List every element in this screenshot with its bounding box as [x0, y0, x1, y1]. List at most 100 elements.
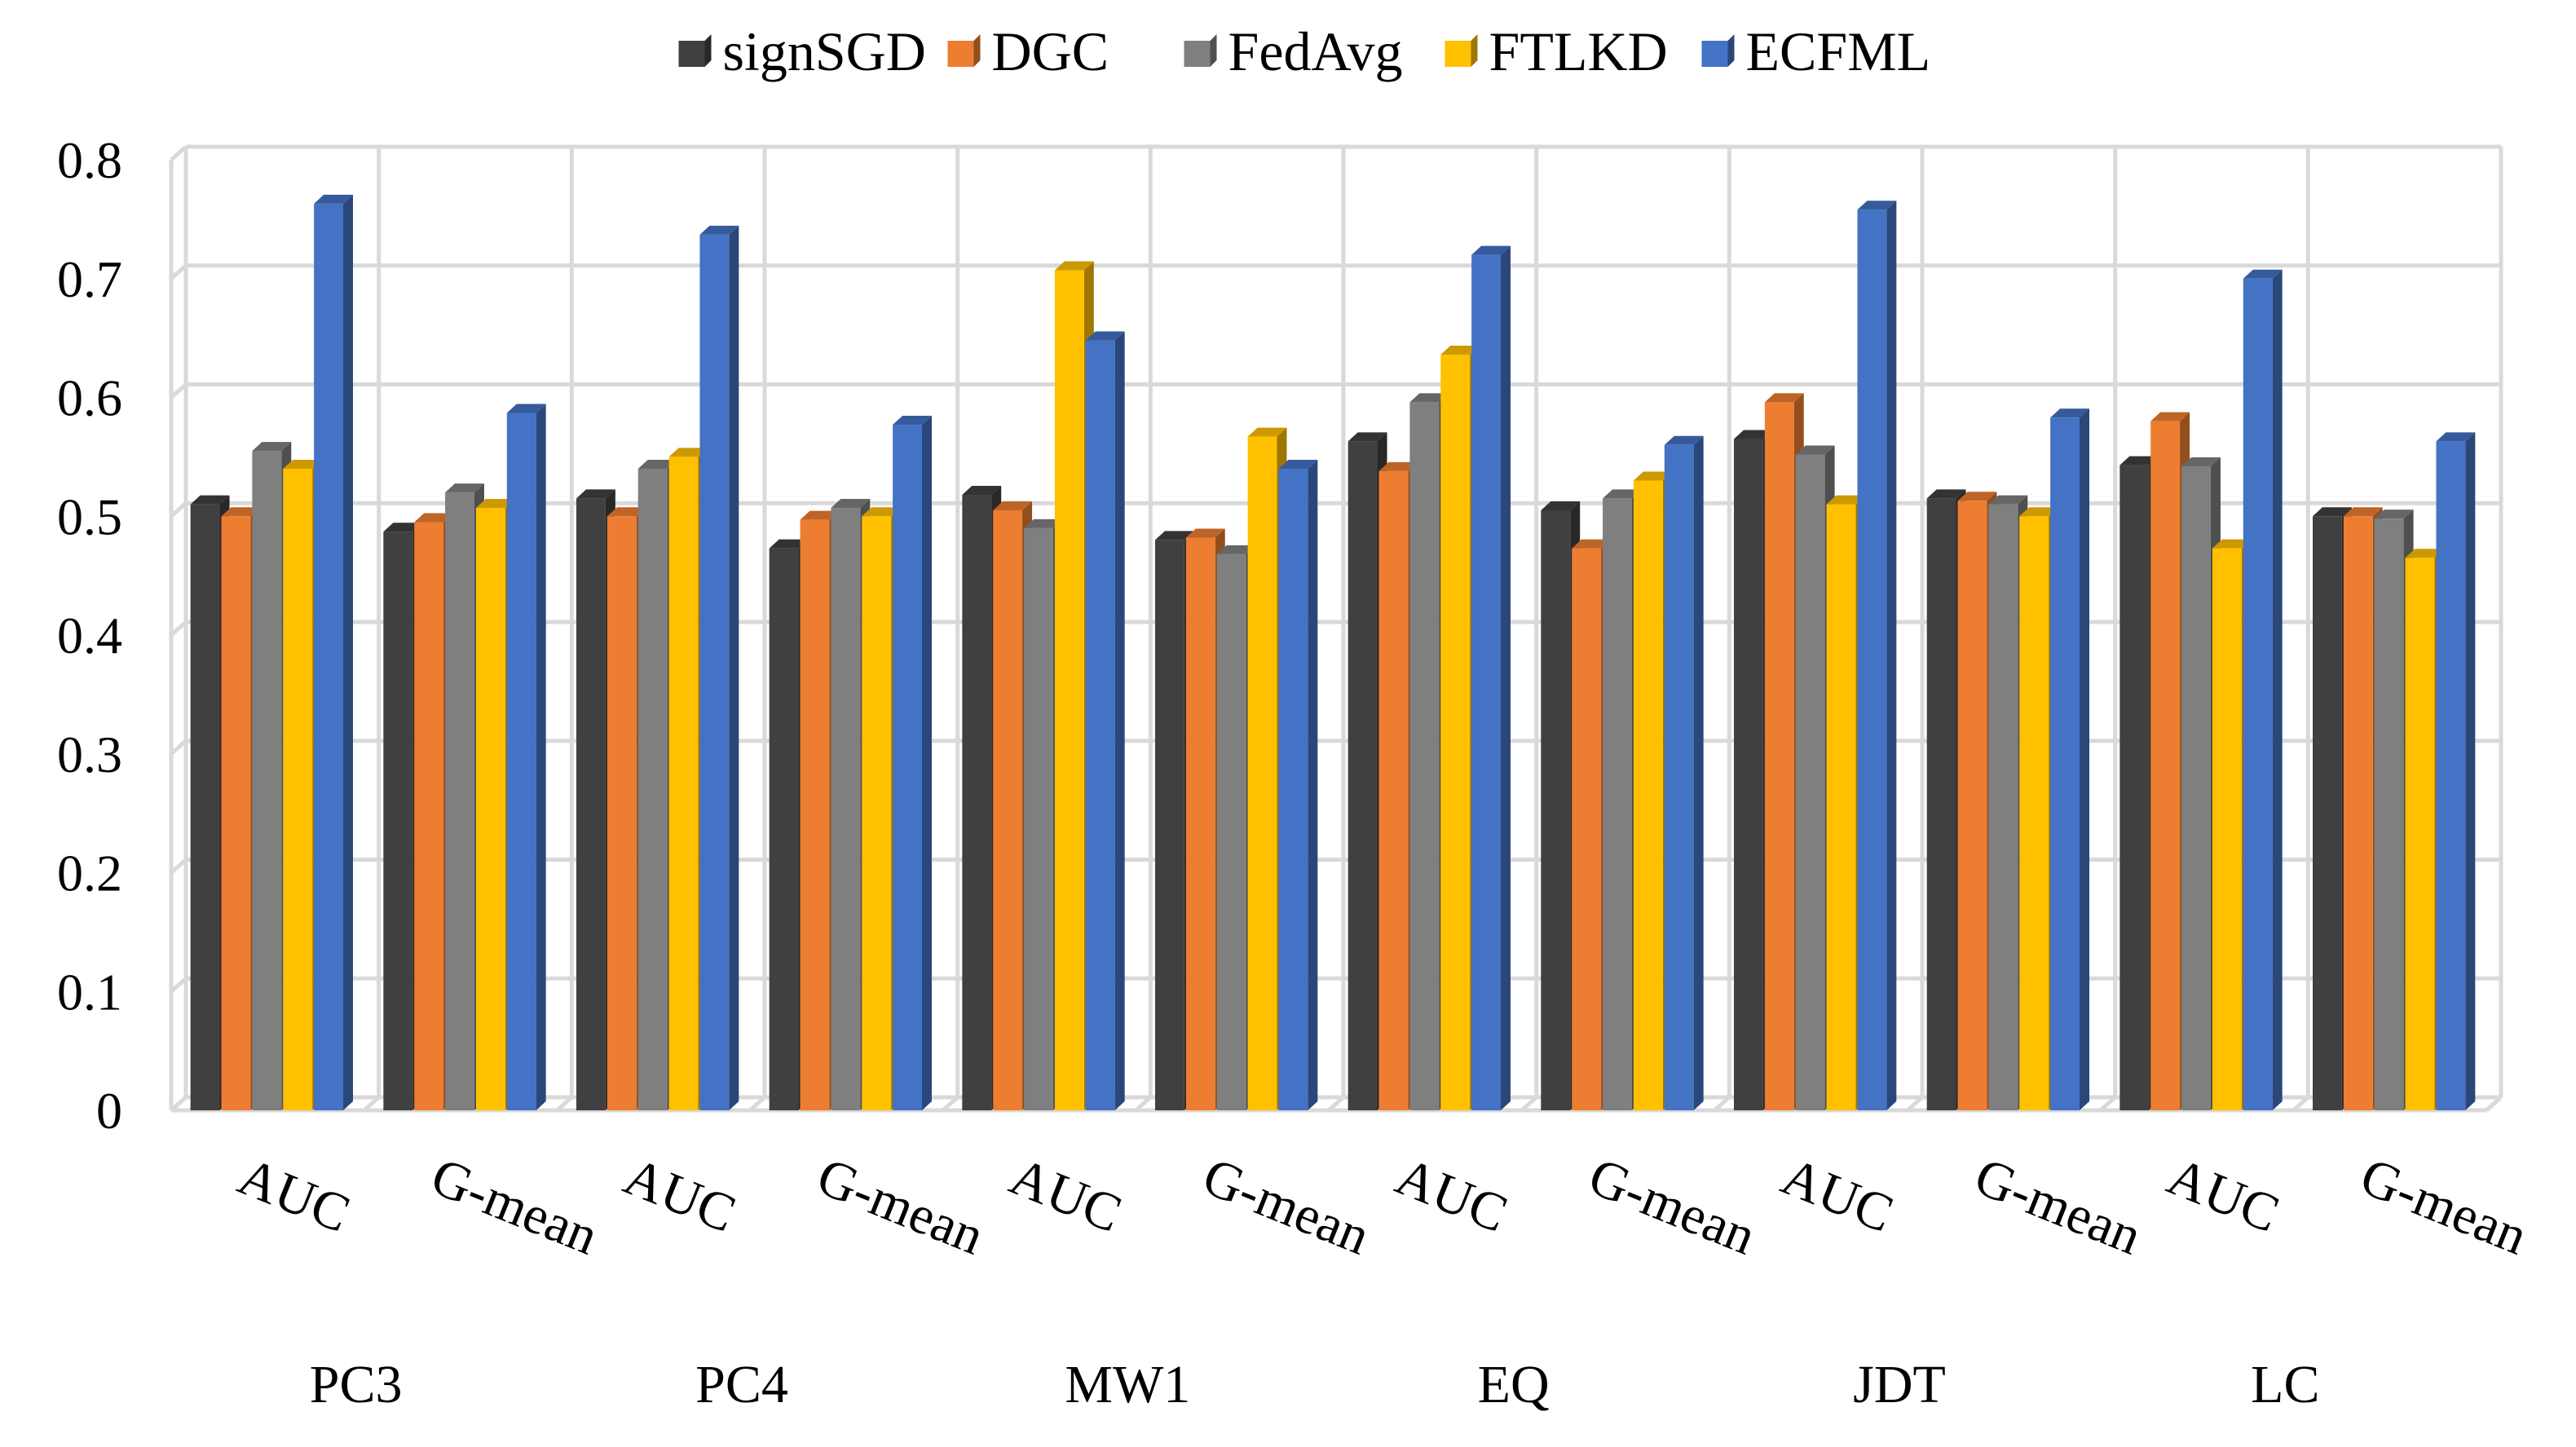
bar-front: [2119, 465, 2150, 1110]
bar-top: [1988, 495, 2028, 505]
bar-top: [962, 486, 1002, 496]
legend-swatch: [678, 41, 705, 67]
bar-top: [1185, 528, 1225, 538]
floor-divider: [942, 1096, 959, 1112]
legend-label: ECFML: [1746, 20, 1931, 82]
bar-top: [607, 507, 646, 517]
legend-item-ECFML: ECFML: [1701, 20, 1931, 82]
bar-ECFML-3: [699, 225, 739, 1110]
bar-top: [993, 501, 1033, 510]
bar-top: [2313, 507, 2352, 517]
bar-side: [729, 225, 739, 1110]
bar-front: [1024, 527, 1053, 1110]
legend-swatch-side: [1210, 34, 1217, 67]
bar-front: [1054, 270, 1084, 1110]
bar-front: [1857, 210, 1887, 1111]
legend-swatch: [1445, 41, 1471, 67]
legend-label: FTLKD: [1489, 20, 1668, 82]
y-tick-label: 0.3: [57, 726, 122, 783]
bar-ECFML-10: [2050, 408, 2089, 1111]
bar-side: [1501, 245, 1511, 1111]
bar-top: [2374, 510, 2414, 519]
bar-top: [2150, 412, 2190, 421]
x-group-label: EQ: [1478, 1355, 1550, 1414]
bar-top: [1734, 430, 1773, 439]
bar-front: [414, 522, 444, 1110]
bar-top: [1603, 489, 1642, 499]
x-category-label: G-mean: [423, 1146, 606, 1266]
bar-side: [343, 194, 353, 1111]
x-group-label: MW1: [1065, 1355, 1190, 1414]
x-category-label: AUC: [2159, 1146, 2287, 1244]
bar-front: [769, 548, 799, 1110]
bar-front: [668, 457, 699, 1110]
bar-front: [1409, 402, 1440, 1111]
y-tick-label: 0.4: [57, 607, 122, 664]
legend-label: FedAvg: [1228, 20, 1403, 82]
legend-swatch: [1701, 41, 1728, 67]
x-category-label: AUC: [230, 1146, 358, 1244]
bar-front: [221, 516, 251, 1110]
bar-top: [2212, 539, 2252, 549]
floor-divider: [2099, 1096, 2117, 1112]
bar-front: [314, 203, 343, 1111]
bar-ECFML-8: [1664, 435, 1704, 1110]
legend-swatch: [947, 41, 974, 67]
bar-top: [1155, 531, 1194, 540]
bar-top: [831, 499, 871, 509]
bar-top: [252, 442, 292, 452]
bar-top: [1247, 427, 1287, 437]
bar-top: [2119, 456, 2159, 465]
legend-swatch-side: [973, 34, 981, 67]
y-tick-label: 0.1: [57, 963, 122, 1021]
bar-front: [1278, 468, 1308, 1110]
bar-top: [283, 459, 323, 469]
floor-divider: [2485, 1096, 2503, 1112]
x-category-label: AUC: [1774, 1146, 1902, 1244]
bar-top: [576, 489, 615, 499]
bar-front: [962, 495, 992, 1110]
bar-front: [1471, 254, 1501, 1111]
bar-front: [1734, 439, 1763, 1110]
gridline-y-side: [170, 501, 187, 518]
bar-front: [576, 498, 606, 1110]
bar-top: [2343, 507, 2383, 517]
bar-side: [922, 416, 932, 1111]
legend-swatch-side: [1727, 34, 1735, 67]
bar-front: [607, 516, 637, 1110]
bar-front: [1085, 340, 1115, 1110]
bar-top: [445, 483, 484, 493]
bar-front: [1155, 540, 1184, 1110]
grid-layer: [169, 144, 2503, 1113]
bar-front: [862, 516, 892, 1110]
bar-front: [831, 508, 861, 1110]
bar-front: [993, 510, 1023, 1110]
bar-top: [1572, 539, 1612, 549]
y-tick-label: 0.6: [57, 369, 122, 427]
bar-front: [445, 492, 474, 1110]
bar-top: [2405, 549, 2445, 558]
bar-top: [893, 416, 932, 426]
bar-top: [1054, 261, 1094, 271]
bar-front: [2343, 516, 2373, 1110]
bar-front: [2405, 558, 2435, 1110]
bar-front: [1795, 454, 1825, 1110]
bar-side: [2465, 432, 2476, 1110]
bar-front: [1926, 498, 1956, 1110]
bar-front: [1826, 504, 1856, 1110]
bar-front: [2374, 518, 2404, 1110]
bar-front: [383, 532, 413, 1110]
bar-ECFML-1: [314, 194, 353, 1111]
bar-top: [506, 404, 546, 413]
bar-top: [475, 499, 515, 509]
x-category-label: G-mean: [1966, 1146, 2149, 1266]
bar-top: [637, 459, 677, 469]
bar-top: [1857, 201, 1897, 210]
bar-top: [1348, 432, 1387, 442]
bar-side: [1114, 331, 1125, 1110]
gridline-y-side: [170, 739, 187, 756]
legend-item-FTLKD: FTLKD: [1445, 20, 1668, 82]
bar-front: [1440, 355, 1471, 1110]
bar-top: [862, 507, 902, 517]
bar-ECFML-5: [1085, 331, 1125, 1110]
